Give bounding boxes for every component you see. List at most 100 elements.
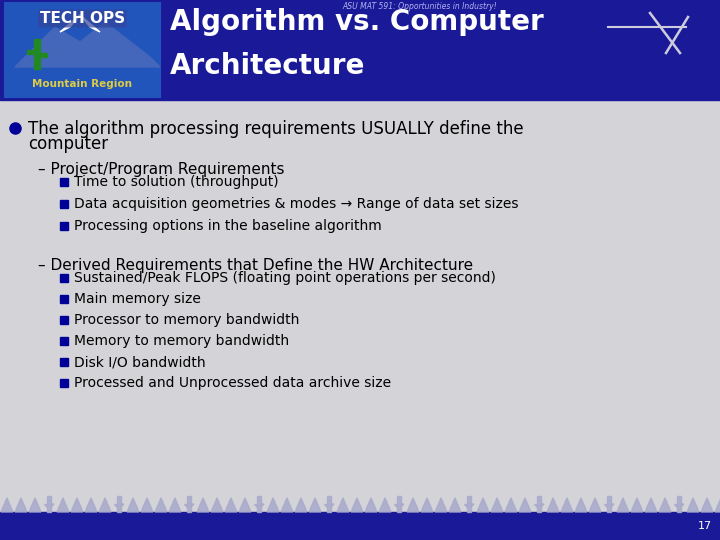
Text: Processed and Unprocessed data archive size: Processed and Unprocessed data archive s… [74,376,391,390]
Polygon shape [687,498,699,512]
Polygon shape [257,496,261,512]
Polygon shape [169,498,181,512]
Polygon shape [491,498,503,512]
Polygon shape [659,498,671,512]
Polygon shape [47,496,51,512]
Polygon shape [15,22,160,67]
Polygon shape [71,498,83,512]
Polygon shape [121,504,124,507]
Text: Architecture: Architecture [170,52,365,80]
Polygon shape [471,504,474,507]
Polygon shape [401,504,404,507]
Text: Time to solution (throughput): Time to solution (throughput) [74,175,279,189]
Polygon shape [57,498,69,512]
Polygon shape [127,498,139,512]
Bar [60,379,68,387]
Bar [5,3,160,97]
Polygon shape [267,498,279,512]
Polygon shape [589,498,601,512]
Text: TECH OPS: TECH OPS [40,11,125,26]
Polygon shape [351,498,363,512]
Polygon shape [407,498,419,512]
Polygon shape [575,498,587,512]
Text: – Derived Requirements that Define the HW Architecture: – Derived Requirements that Define the H… [38,258,473,273]
Polygon shape [547,498,559,512]
Polygon shape [421,498,433,512]
Polygon shape [225,498,237,512]
Polygon shape [505,498,517,512]
Polygon shape [327,496,331,512]
Polygon shape [607,496,611,512]
Text: ASU MAT 591: Opportunities in Industry!: ASU MAT 591: Opportunities in Industry! [343,2,498,11]
Text: Algorithm vs. Computer: Algorithm vs. Computer [170,8,544,36]
Polygon shape [191,504,194,507]
Polygon shape [141,498,153,512]
Polygon shape [117,496,121,512]
Text: computer: computer [28,135,108,153]
Text: Data acquisition geometries & modes → Range of data set sizes: Data acquisition geometries & modes → Ra… [74,197,518,211]
Text: Sustained/Peak FLOPS (floating point operations per second): Sustained/Peak FLOPS (floating point ope… [74,271,496,285]
Polygon shape [397,496,401,512]
Bar [27,50,34,54]
Text: The algorithm processing requirements USUALLY define the: The algorithm processing requirements US… [28,120,523,138]
Text: Processor to memory bandwidth: Processor to memory bandwidth [74,313,300,327]
Polygon shape [674,504,677,507]
Polygon shape [99,498,111,512]
Text: Memory to memory bandwidth: Memory to memory bandwidth [74,334,289,348]
Polygon shape [331,504,334,507]
Polygon shape [394,504,397,507]
Bar [60,337,68,345]
Text: Mountain Region: Mountain Region [32,79,132,89]
Polygon shape [1,498,13,512]
Polygon shape [467,496,471,512]
Polygon shape [197,498,209,512]
Text: 17: 17 [698,521,712,531]
Polygon shape [85,498,97,512]
Polygon shape [464,504,467,507]
Polygon shape [617,498,629,512]
Polygon shape [309,498,321,512]
Bar [40,53,47,57]
Polygon shape [541,504,544,507]
Polygon shape [537,496,541,512]
Polygon shape [715,498,720,512]
Text: – Project/Program Requirements: – Project/Program Requirements [38,162,284,177]
Polygon shape [324,504,327,507]
Text: Main memory size: Main memory size [74,292,201,306]
Polygon shape [561,498,573,512]
Polygon shape [631,498,643,512]
Polygon shape [449,498,461,512]
Polygon shape [155,498,167,512]
Polygon shape [681,504,684,507]
Polygon shape [645,498,657,512]
Polygon shape [477,498,489,512]
Polygon shape [114,504,117,507]
Bar [60,200,68,208]
Polygon shape [337,498,349,512]
Polygon shape [254,504,257,507]
Bar [60,295,68,303]
Text: Processing options in the baseline algorithm: Processing options in the baseline algor… [74,219,382,233]
Polygon shape [281,498,293,512]
Polygon shape [239,498,251,512]
Bar [0,512,720,540]
Polygon shape [184,504,187,507]
Polygon shape [519,498,531,512]
Polygon shape [365,498,377,512]
Polygon shape [15,498,27,512]
Polygon shape [534,504,537,507]
Bar [0,100,720,512]
Polygon shape [29,498,41,512]
Polygon shape [677,496,681,512]
Bar [60,316,68,324]
Bar [34,39,40,69]
Bar [60,178,68,186]
Bar [60,222,68,230]
Bar [60,358,68,366]
Polygon shape [261,504,264,507]
Polygon shape [604,504,607,507]
Polygon shape [701,498,713,512]
Polygon shape [435,498,447,512]
Polygon shape [44,504,47,507]
Polygon shape [60,15,100,32]
